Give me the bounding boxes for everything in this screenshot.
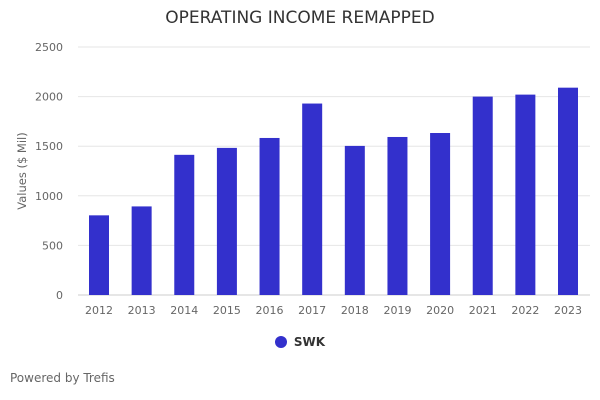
bar-2016[interactable]: [259, 137, 280, 295]
x-tick-label: 2016: [256, 304, 284, 317]
y-tick-label: 2000: [35, 91, 63, 104]
y-tick-label: 1500: [35, 140, 63, 153]
y-tick-label: 0: [56, 289, 63, 302]
chart-title: OPERATING INCOME REMAPPED: [165, 8, 435, 28]
x-tick-label: 2012: [85, 304, 113, 317]
bar-2013[interactable]: [131, 206, 152, 295]
powered-by-trefis: Powered by Trefis: [10, 371, 115, 385]
legend[interactable]: SWK: [0, 335, 600, 349]
bar-2015[interactable]: [216, 147, 237, 295]
bar-2017[interactable]: [302, 103, 323, 295]
bar-2019[interactable]: [387, 136, 408, 295]
x-tick-label: 2018: [341, 304, 369, 317]
legend-marker-swk: [274, 336, 287, 348]
bar-2018[interactable]: [344, 145, 365, 295]
y-axis-label: Values ($ Mil): [15, 132, 29, 210]
bar-2022[interactable]: [515, 94, 536, 295]
x-tick-label: 2014: [170, 304, 198, 317]
x-tick-label: 2022: [511, 304, 539, 317]
x-tick-label: 2020: [426, 304, 454, 317]
x-tick-label: 2021: [469, 304, 497, 317]
x-tick-label: 2015: [213, 304, 241, 317]
legend-label-swk: SWK: [293, 335, 326, 349]
y-tick-label: 500: [42, 239, 63, 252]
bar-2012[interactable]: [89, 215, 109, 295]
x-tick-label: 2019: [383, 304, 411, 317]
bar-2014[interactable]: [174, 154, 195, 295]
bar-2020[interactable]: [430, 133, 451, 295]
bar-2021[interactable]: [472, 96, 493, 295]
bar-2023[interactable]: [558, 87, 578, 295]
y-tick-label: 2500: [35, 41, 63, 54]
x-tick-label: 2013: [128, 304, 156, 317]
x-tick-label: 2017: [298, 304, 326, 317]
y-tick-label: 1000: [35, 190, 63, 203]
x-tick-label: 2023: [554, 304, 582, 317]
